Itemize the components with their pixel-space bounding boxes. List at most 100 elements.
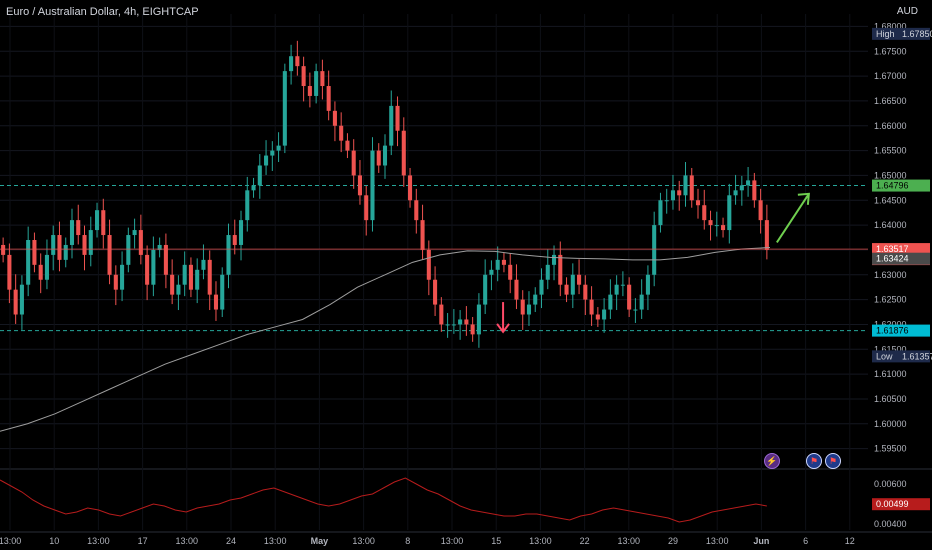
candle-down	[101, 210, 106, 236]
oscillator-value-box	[872, 498, 930, 511]
candle-down	[401, 130, 406, 176]
lightning-icon[interactable]: ⚡	[764, 453, 780, 469]
time-tick-label: 13:00	[529, 536, 552, 546]
candle-down	[32, 240, 37, 265]
candle-down	[307, 86, 312, 96]
candle-down	[758, 200, 763, 221]
oscillator-value-label: 0.00499	[876, 499, 909, 509]
candle-down	[439, 304, 444, 325]
candle-up	[620, 284, 625, 286]
ma-value-box	[872, 252, 930, 265]
high-label-box	[872, 27, 930, 40]
price-tick-label: 1.65000	[874, 170, 907, 180]
price-tick-label: 1.59500	[874, 444, 907, 454]
candle-up	[382, 145, 388, 166]
time-tick-label: 13:00	[0, 536, 21, 546]
candle-up	[238, 220, 244, 245]
candle-down	[470, 324, 475, 335]
candle-up	[289, 56, 294, 72]
price-tick-label: 1.61500	[874, 344, 907, 354]
candle-up	[495, 259, 500, 270]
time-tick-label: 13:00	[176, 536, 199, 546]
candle-up	[201, 259, 206, 270]
time-tick-label: 6	[803, 536, 808, 546]
candle-up	[195, 269, 200, 290]
time-tick-label: 13:00	[264, 536, 287, 546]
candle-down	[414, 200, 419, 221]
candle-up	[245, 190, 250, 221]
time-tick-label: 12	[845, 536, 855, 546]
candle-down	[689, 175, 694, 201]
candle-up	[276, 145, 281, 151]
candle-down	[326, 86, 331, 111]
candle-down	[433, 279, 438, 305]
candle-up	[389, 105, 394, 146]
candle-up	[151, 249, 156, 285]
candle-up	[257, 165, 262, 186]
price-tick-label: 1.61000	[874, 369, 907, 379]
candle-up	[88, 230, 93, 255]
low-tag: Low	[876, 351, 893, 361]
candle-up	[458, 319, 463, 325]
candle-down	[345, 140, 350, 151]
candle-down	[213, 294, 219, 310]
price-tick-label: 1.68000	[874, 21, 907, 31]
time-tick-label: 13:00	[352, 536, 375, 546]
candle-down	[501, 259, 506, 265]
candle-down	[752, 180, 757, 201]
candle-down	[57, 235, 62, 260]
candle-down	[508, 264, 513, 280]
candle-up	[19, 284, 24, 315]
candle-down	[188, 264, 193, 290]
candle-up	[94, 210, 100, 231]
candle-down	[107, 235, 112, 275]
candle-up	[451, 324, 456, 326]
candle-up	[608, 294, 613, 310]
oscillator-line	[0, 477, 767, 523]
candle-down	[1, 244, 6, 255]
candle-down	[207, 259, 212, 295]
candle-up	[746, 180, 751, 186]
candle-down	[520, 299, 525, 315]
candle-down	[677, 190, 682, 196]
candle-down	[395, 105, 400, 131]
candle-down	[38, 264, 43, 280]
resistance-label-box	[872, 179, 930, 192]
candle-up	[539, 279, 544, 295]
candle-down	[695, 200, 701, 206]
candle-down	[295, 56, 300, 67]
candle-down	[708, 220, 713, 226]
flag-icon[interactable]: ⚑	[806, 453, 822, 469]
candle-up	[445, 324, 450, 326]
candle-up	[489, 269, 494, 275]
candle-down	[113, 274, 118, 290]
candle-down	[76, 220, 81, 236]
support-label: 1.61876	[876, 326, 909, 336]
price-tick-label: 1.62500	[874, 295, 907, 305]
time-tick-label: 15	[491, 536, 501, 546]
candle-up	[132, 230, 137, 236]
candle-up	[282, 71, 287, 146]
time-tick-label: 22	[580, 536, 590, 546]
candle-up	[683, 175, 688, 196]
candle-up	[526, 304, 532, 315]
candle-up	[264, 155, 269, 166]
candle-up	[44, 254, 49, 280]
candle-up	[220, 274, 225, 310]
current-price-label: 1.63517	[876, 244, 909, 254]
time-tick-label: 13:00	[87, 536, 110, 546]
flag-icon[interactable]: ⚑	[825, 453, 841, 469]
candle-up	[314, 71, 319, 96]
candle-up	[633, 309, 638, 311]
time-tick-label: 13:00	[618, 536, 641, 546]
candle-up	[739, 185, 744, 191]
low-value: 1.61357	[902, 351, 932, 361]
price-tick-label: 1.60500	[874, 394, 907, 404]
candle-up	[570, 274, 575, 295]
candle-down	[420, 220, 425, 250]
high-tag: High	[876, 29, 895, 39]
price-tick-label: 1.62000	[874, 319, 907, 329]
candle-up	[251, 185, 256, 191]
candle-up	[614, 284, 619, 295]
